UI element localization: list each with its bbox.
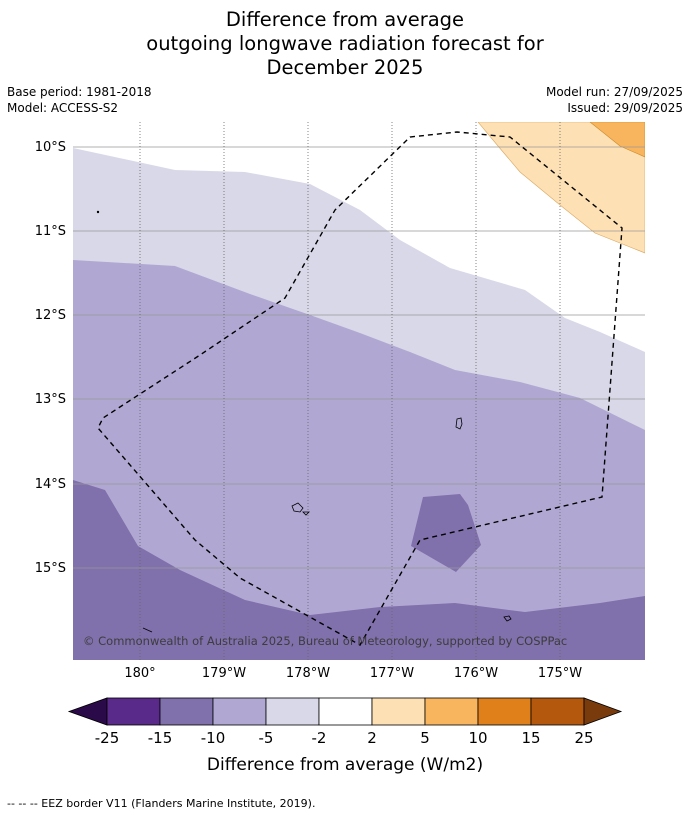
model-run: Model run: 27/09/2025 [545,85,683,99]
island-alofi [302,511,310,516]
colorbar-label: Difference from average (W/m2) [207,755,483,775]
colorbar-swatch [530,697,585,726]
colorbar [67,697,623,726]
colorbar-tick: -15 [148,729,173,747]
colorbar-ticks: -25 -15 -10 -5 -2 2 5 10 15 25 [95,729,594,747]
title-line-3: December 2025 [266,56,424,79]
colorbar-tick: 15 [521,729,540,747]
lon-label: 177°W [370,666,414,681]
lat-labels: 10°S 11°S 12°S 13°S 14°S 15°S [35,140,66,576]
band-minus-5-to-10 [73,260,645,660]
lat-label: 14°S [35,477,66,492]
band-minus-10-to-15-south [73,480,645,660]
colorbar-swatch [265,697,320,726]
eez-legend: -- -- -- EEZ border V11 (Flanders Marine… [7,797,316,810]
band-plus-2-to-5 [477,122,645,254]
base-period: Base period: 1981-2018 [7,85,152,99]
colorbar-swatch [106,697,161,726]
island-reef [142,627,153,633]
title-line-1: Difference from average [225,8,465,31]
band-plus-5-to-10 [589,122,645,158]
colorbar-swatch [477,697,532,726]
colorbar-tick: 2 [367,729,377,747]
colorbar-tick: -10 [201,729,226,747]
band-minus-10-to-15-blob [411,494,481,572]
lon-label: 178°W [286,666,330,681]
lon-label: 179°W [202,666,246,681]
colorbar-tick: -2 [312,729,327,747]
copyright-text: © Commonwealth of Australia 2025, Bureau… [83,634,567,648]
island-niuafo [503,615,512,622]
lat-label: 11°S [35,224,66,239]
model-name: Model: ACCESS-S2 [7,101,119,115]
colorbar-tick: -5 [259,729,274,747]
map-title: Difference from average outgoing longwav… [0,8,690,80]
colorbar-tick: -25 [95,729,120,747]
island-wallis [455,417,463,430]
map-plot-area: © Commonwealth of Australia 2025, Bureau… [73,122,645,660]
colorbar-swatch [318,697,373,726]
graticule [73,122,645,660]
lat-label: 12°S [35,308,66,323]
meta-left: Base period: 1981-2018 Model: ACCESS-S2 [7,84,152,116]
lon-label: 176°W [454,666,498,681]
colorbar-swatch [212,697,267,726]
colorbar-tick: 5 [420,729,430,747]
meta-right: Model run: 27/09/2025 Issued: 29/09/2025 [546,84,683,116]
lon-label: 175°W [538,666,582,681]
island-islet [96,210,100,214]
colorbar-extend-high [583,697,623,726]
colorbar-swatch [159,697,214,726]
colorbar-tick: 25 [574,729,593,747]
islands [96,210,512,633]
lat-label: 10°S [35,140,66,155]
colorbar-tick: 10 [468,729,487,747]
colorbar-extend-low [67,697,108,726]
lon-labels: 180° 179°W 178°W 177°W 176°W 175°W [124,666,582,681]
title-line-2: outgoing longwave radiation forecast for [146,32,544,55]
lon-label: 180° [124,666,155,681]
colorbar-swatch [371,697,426,726]
lat-label: 15°S [35,561,66,576]
eez-border [97,131,623,646]
lat-label: 13°S [35,392,66,407]
issued-date: Issued: 29/09/2025 [567,101,683,115]
island-futuna [291,502,304,513]
colorbar-swatch [424,697,479,726]
